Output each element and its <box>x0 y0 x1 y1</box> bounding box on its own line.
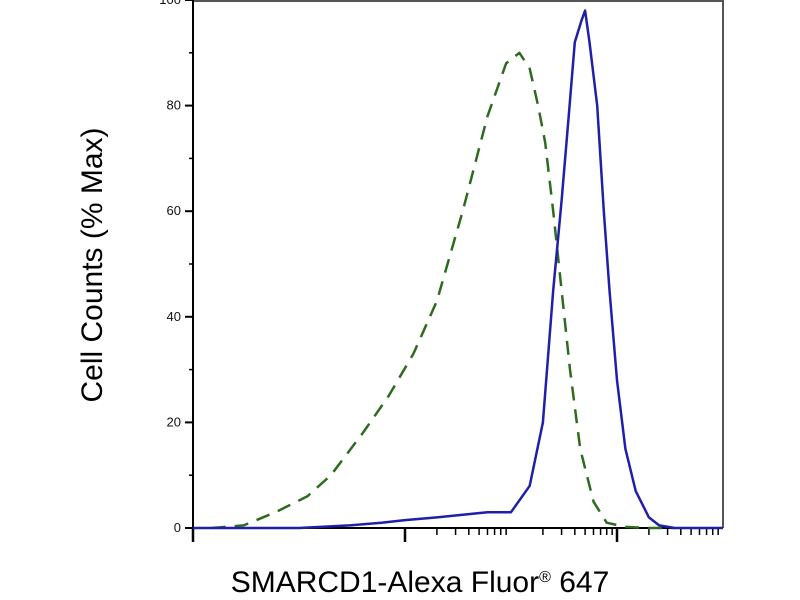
y-axis: 0 20 40 60 80 100 <box>159 0 193 535</box>
series-layer <box>193 9 723 530</box>
y-tick-label-100: 100 <box>159 0 181 7</box>
x-axis-title-suffix: 647 <box>551 566 609 599</box>
x-axis-title: SMARCD1-Alexa Fluor® 647 <box>231 566 610 599</box>
plot-frame <box>192 0 724 542</box>
y-tick-label-60: 60 <box>167 203 181 218</box>
x-axis <box>191 528 719 542</box>
y-tick-label-20: 20 <box>167 414 181 429</box>
y-axis-title: Cell Counts (% Max) <box>76 127 109 402</box>
control-histogram-line <box>211 51 675 530</box>
y-tick-label-40: 40 <box>167 309 181 324</box>
x-axis-title-main: SMARCD1-Alexa Fluor <box>231 566 539 599</box>
registered-mark: ® <box>539 569 551 586</box>
sample-histogram-line <box>193 9 723 530</box>
y-tick-label-80: 80 <box>167 98 181 113</box>
y-tick-label-0: 0 <box>174 520 181 535</box>
